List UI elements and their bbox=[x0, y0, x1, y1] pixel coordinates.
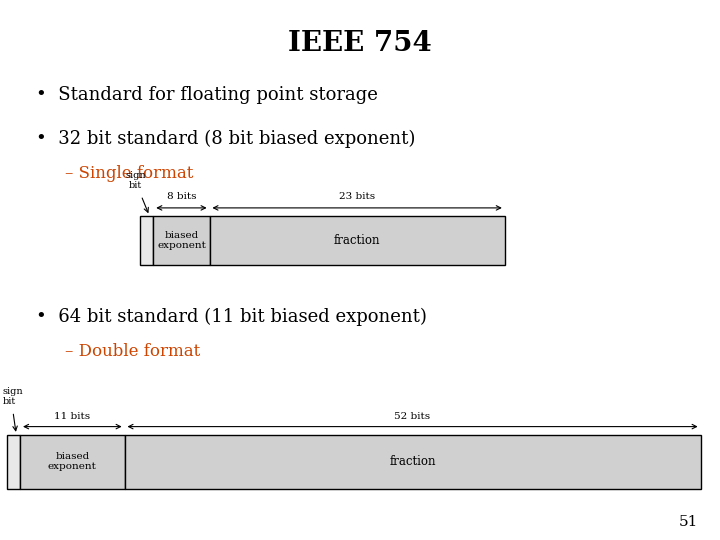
Text: •  Standard for floating point storage: • Standard for floating point storage bbox=[36, 86, 378, 104]
Text: 8 bits: 8 bits bbox=[167, 192, 196, 201]
Text: – Double format: – Double format bbox=[65, 343, 200, 360]
Bar bbox=[153, 216, 210, 265]
Bar bbox=[125, 435, 701, 489]
Bar bbox=[20, 435, 125, 489]
Bar bbox=[140, 216, 153, 265]
Text: 51: 51 bbox=[679, 515, 698, 529]
Bar bbox=[210, 216, 505, 265]
Text: •  32 bit standard (8 bit biased exponent): • 32 bit standard (8 bit biased exponent… bbox=[36, 130, 415, 148]
Text: fraction: fraction bbox=[390, 455, 436, 468]
Text: •  64 bit standard (11 bit biased exponent): • 64 bit standard (11 bit biased exponen… bbox=[36, 308, 427, 326]
Text: IEEE 754: IEEE 754 bbox=[288, 30, 432, 57]
Text: 52 bits: 52 bits bbox=[395, 412, 431, 421]
Text: sign
bit: sign bit bbox=[125, 171, 145, 190]
Text: – Single format: – Single format bbox=[65, 165, 193, 181]
Text: biased
exponent: biased exponent bbox=[48, 452, 96, 471]
Bar bbox=[7, 435, 20, 489]
Text: 11 bits: 11 bits bbox=[54, 412, 91, 421]
Text: biased
exponent: biased exponent bbox=[157, 231, 206, 250]
Text: 23 bits: 23 bits bbox=[339, 192, 375, 201]
Text: sign
bit: sign bit bbox=[3, 387, 24, 406]
Text: fraction: fraction bbox=[334, 234, 380, 247]
